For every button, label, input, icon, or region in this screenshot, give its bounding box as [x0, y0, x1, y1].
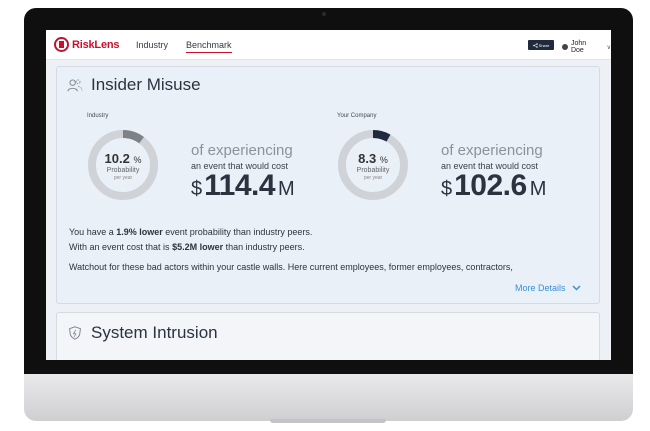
share-button[interactable]: Share [528, 40, 554, 50]
card-header: Insider Misuse [67, 75, 201, 95]
probability-label: Probability [106, 167, 140, 174]
share-icon [532, 42, 538, 48]
user-icon [562, 44, 568, 50]
monitor-stand [270, 419, 386, 423]
probability-comparison: You have a 1.9% lower event probability … [69, 227, 313, 237]
company-probability: 8.3 % [358, 151, 388, 166]
logo-mark [54, 37, 69, 52]
brand-name: RiskLens [72, 38, 120, 51]
probability-label: Probability [356, 167, 390, 174]
people-icon [67, 79, 83, 92]
card-header: System Intrusion [67, 323, 218, 343]
industry-label: Industry [87, 113, 109, 119]
more-details-link[interactable]: More Details [515, 283, 581, 293]
top-navigation-bar: RiskLens Industry Benchmark Share John D… [46, 30, 611, 60]
share-label: Share [538, 42, 550, 48]
shield-icon [69, 326, 81, 340]
card-title: System Intrusion [91, 323, 218, 342]
industry-probability: 10.2 % [104, 151, 142, 166]
company-cost: $102.6 M [441, 169, 547, 202]
monitor-chin [24, 374, 633, 421]
system-intrusion-card[interactable]: System Intrusion [56, 312, 600, 360]
industry-donut: 10.2 % Probability per year [87, 129, 159, 201]
nav-industry[interactable]: Industry [136, 40, 169, 50]
company-donut: 8.3 % Probability per year [337, 129, 409, 201]
company-donut-chart [338, 130, 408, 200]
user-menu[interactable]: John Doe ∨ [562, 40, 611, 54]
cost-comparison: With an event cost that is $5.2M lower t… [69, 242, 305, 252]
per-year-label: per year [113, 175, 133, 181]
company-label: Your Company [337, 113, 377, 119]
screen: RiskLens Industry Benchmark Share John D… [46, 30, 611, 360]
company-experiencing: of experiencing [441, 142, 543, 159]
industry-experiencing: of experiencing [191, 142, 293, 159]
industry-donut-chart [88, 130, 158, 200]
industry-event-text: an event that would cost [191, 161, 289, 171]
company-event-text: an event that would cost [441, 161, 539, 171]
industry-cost: $114.4 M [191, 169, 295, 202]
chevron-down-icon: ∨ [606, 44, 611, 51]
insider-misuse-card: Insider Misuse Industry 10.2 % Probabili… [56, 66, 600, 304]
chevron-down-icon [571, 285, 581, 291]
description-text: Watchout for these bad actors within you… [69, 262, 513, 272]
risklens-logo[interactable]: RiskLens [54, 37, 120, 52]
per-year-label: per year [363, 175, 383, 181]
card-title: Insider Misuse [91, 75, 201, 94]
user-name: John Doe [570, 40, 587, 54]
donut-arc [338, 130, 408, 200]
monitor-bezel: RiskLens Industry Benchmark Share John D… [24, 8, 633, 374]
nav-benchmark[interactable]: Benchmark [186, 40, 232, 53]
donut-arc [88, 130, 158, 200]
more-details-label: More Details [515, 283, 566, 293]
monitor: RiskLens Industry Benchmark Share John D… [24, 8, 633, 423]
camera [322, 12, 326, 16]
